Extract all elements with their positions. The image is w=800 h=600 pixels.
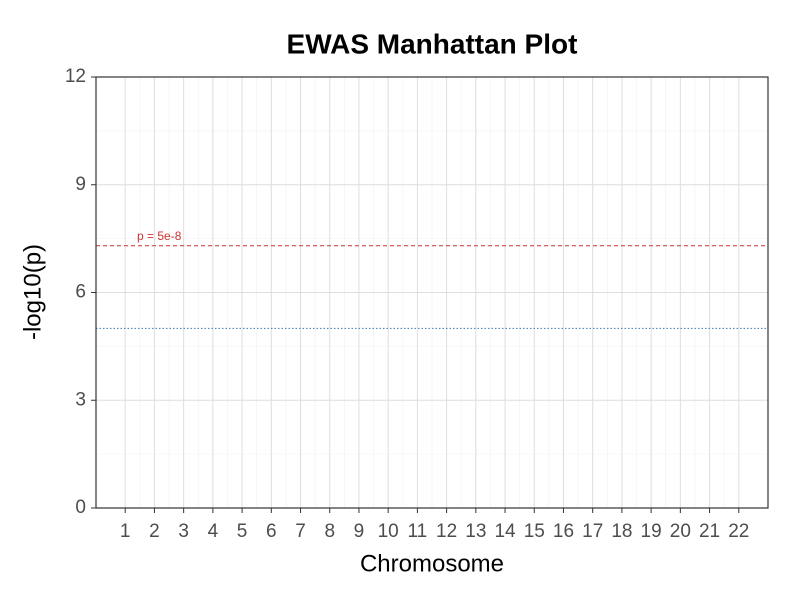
x-tick-label: 20 <box>670 521 691 542</box>
x-tick-label: 9 <box>354 521 365 542</box>
x-tick-label: 16 <box>553 521 574 542</box>
x-tick-label: 1 <box>120 521 131 542</box>
x-tick-label: 19 <box>641 521 662 542</box>
x-tick-label: 22 <box>728 521 749 542</box>
x-tick-label: 4 <box>208 521 219 542</box>
x-tick-label: 7 <box>295 521 306 542</box>
y-tick-label: 12 <box>65 66 86 87</box>
x-tick-label: 15 <box>524 521 545 542</box>
y-tick-label: 0 <box>75 497 86 518</box>
x-tick-label: 14 <box>494 521 516 542</box>
x-tick-label: 8 <box>324 521 335 542</box>
y-tick-label: 3 <box>75 389 86 410</box>
x-tick-label: 2 <box>149 521 160 542</box>
x-tick-label: 17 <box>582 521 603 542</box>
chart-title: EWAS Manhattan Plot <box>287 28 578 59</box>
x-tick-label: 18 <box>611 521 632 542</box>
x-tick-label: 13 <box>465 521 486 542</box>
x-tick-label: 3 <box>178 521 189 542</box>
x-tick-label: 6 <box>266 521 277 542</box>
plot-frame <box>95 76 769 509</box>
x-tick-label: 10 <box>378 521 399 542</box>
y-tick-label: 6 <box>75 282 86 303</box>
x-tick-label: 12 <box>436 521 457 542</box>
y-tick-label: 9 <box>75 174 86 195</box>
x-tick-label: 21 <box>699 521 720 542</box>
x-tick-label: 5 <box>237 521 248 542</box>
y-axis-label: -log10(p) <box>19 244 46 340</box>
x-axis-label: Chromosome <box>360 550 504 577</box>
x-tick-label: 11 <box>408 521 428 542</box>
threshold-label: p = 5e-8 <box>137 229 182 243</box>
